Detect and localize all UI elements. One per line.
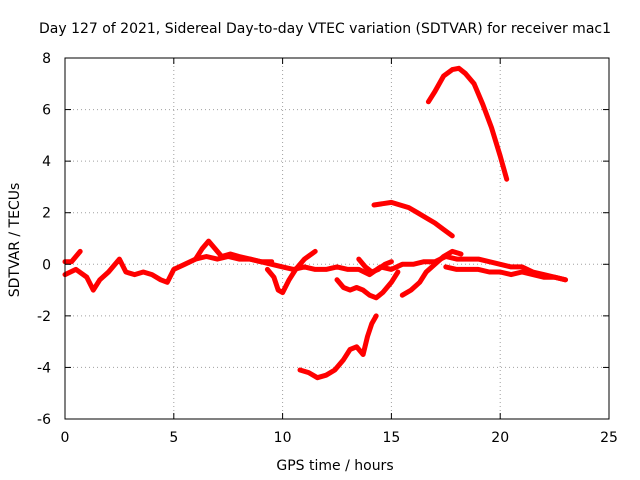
series-arc-5 [334, 269, 401, 301]
y-tick-label: 4 [42, 154, 51, 170]
series-group [62, 65, 568, 381]
series-arc-7 [399, 248, 464, 298]
series-arc-9 [297, 313, 379, 381]
x-tick-label: 10 [274, 430, 292, 446]
y-axis-title: SDTVAR / TECUs [7, 183, 23, 298]
series-arc-4 [264, 248, 318, 296]
x-tick-label: 0 [61, 430, 70, 446]
x-tick-label: 20 [491, 430, 509, 446]
plot-frame [64, 57, 610, 420]
x-axis-title: GPS time / hours [276, 458, 393, 474]
series-arc-10 [371, 199, 455, 239]
y-tick-label: -2 [37, 309, 51, 325]
ticks [64, 57, 610, 420]
series-arc-1 [62, 248, 83, 265]
y-tick-label: 8 [42, 51, 51, 67]
y-tick-label: 0 [42, 257, 51, 273]
y-tick-label: -6 [37, 412, 51, 428]
y-tick-label: -4 [37, 360, 51, 376]
y-tick-label: 6 [42, 103, 51, 119]
series-arc-11 [425, 65, 510, 182]
y-tick-label: 2 [42, 206, 51, 222]
series-arc-3 [193, 238, 275, 265]
chart-title: Day 127 of 2021, Sidereal Day-to-day VTE… [39, 21, 611, 37]
x-tick-label: 5 [169, 430, 178, 446]
series-arc-8 [443, 264, 568, 283]
series-arc-6 [356, 256, 394, 275]
x-tick-label: 25 [600, 430, 618, 446]
x-tick-label: 15 [382, 430, 400, 446]
tick-labels: 0 5 10 15 20 25 -6 -4 -2 0 2 4 6 8 [37, 51, 618, 446]
